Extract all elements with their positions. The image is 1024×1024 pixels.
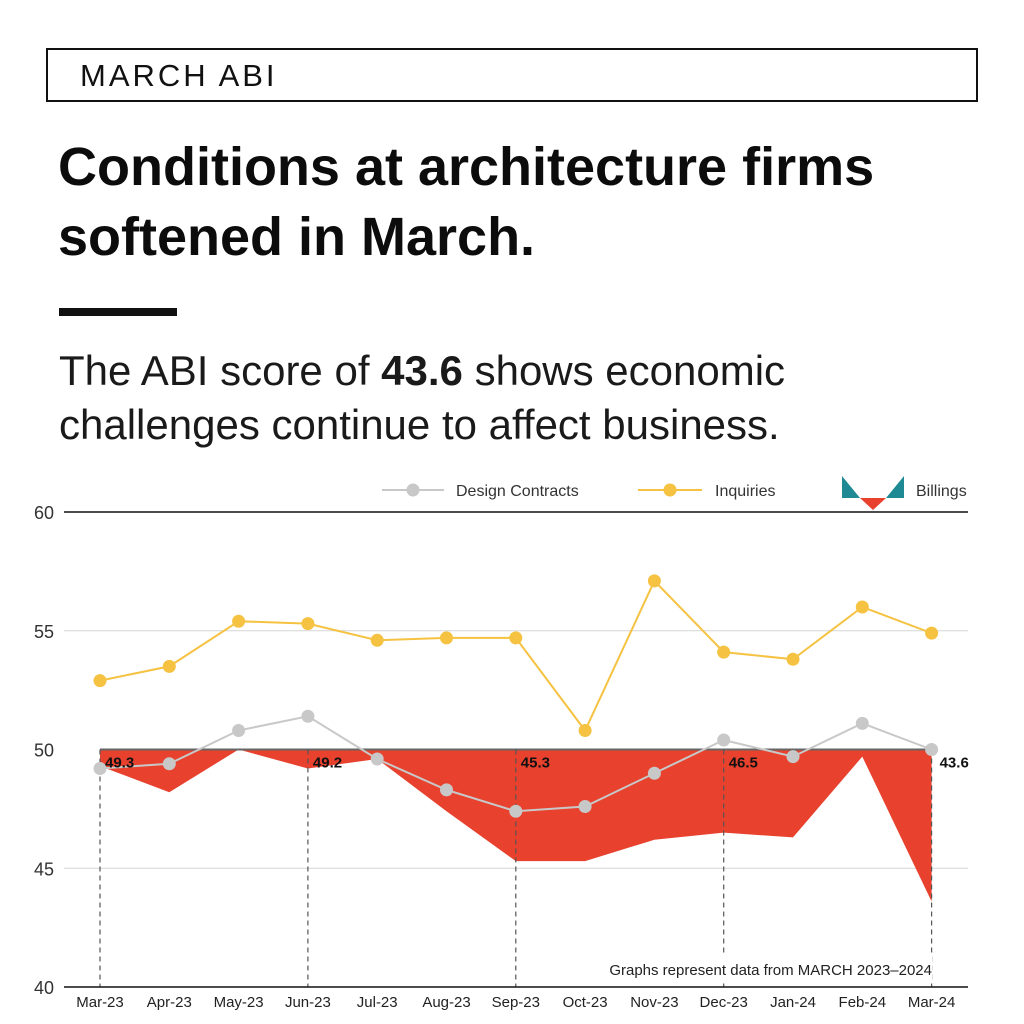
x-tick-label: Mar-24 [908, 994, 956, 1011]
x-tick-label: Jun-23 [285, 994, 331, 1011]
y-tick-label: 55 [34, 622, 54, 642]
design-contracts-point-Aug-23 [440, 783, 453, 797]
inquiries-point-Dec-23 [717, 645, 731, 659]
subhead-before: The ABI score of [59, 347, 382, 394]
inquiries-point-Nov-23 [647, 574, 661, 588]
y-tick-label: 50 [34, 741, 54, 761]
inquiries-point-Feb-24 [855, 600, 869, 614]
design-contracts-point-Apr-23 [162, 757, 176, 771]
x-tick-label: Jan-24 [770, 994, 816, 1011]
legend-inquiries-label: Inquiries [715, 483, 775, 500]
design-contracts-point-Sep-23 [509, 804, 523, 818]
legend-billings-icon-left [842, 476, 860, 498]
kicker: MARCH ABI [80, 58, 278, 93]
billings-data-label: 49.3 [105, 755, 134, 772]
inquiries-point-Oct-23 [578, 724, 592, 737]
design-contracts-point-Jul-23 [370, 752, 384, 766]
legend-design-contracts-label: Design Contracts [456, 483, 579, 500]
design-contracts-point-Mar-24 [925, 743, 939, 756]
x-tick-label: Jul-23 [357, 994, 398, 1011]
legend-inquiries-marker [663, 483, 677, 497]
x-tick-label: Aug-23 [422, 994, 470, 1011]
legend-billings-icon-right [886, 476, 904, 498]
inquiries-point-Apr-23 [162, 659, 176, 673]
design-contracts-point-May-23 [232, 724, 246, 737]
headline: Conditions at architecture firms softene… [58, 137, 875, 267]
x-tick-label: Dec-23 [700, 994, 748, 1011]
billings-data-label: 46.5 [729, 755, 758, 772]
x-tick-label: Apr-23 [147, 994, 192, 1011]
legend-billings-icon-center [860, 498, 886, 510]
design-contracts-point-Feb-24 [855, 716, 869, 730]
design-contracts-point-Jun-23 [301, 709, 315, 723]
design-contracts-point-Dec-23 [717, 733, 731, 747]
inquiries-point-Jun-23 [301, 617, 315, 631]
inquiries-point-Jan-24 [786, 652, 800, 666]
x-tick-label: Sep-23 [492, 994, 540, 1011]
design-contracts-point-Oct-23 [578, 800, 592, 813]
y-tick-label: 40 [34, 978, 54, 998]
x-tick-label: May-23 [214, 994, 264, 1011]
inquiries-point-Aug-23 [440, 631, 453, 645]
billings-data-label: 43.6 [940, 755, 969, 772]
kicker-box: MARCH ABI [46, 48, 978, 102]
chart-note: Graphs represent data from MARCH 2023–20… [609, 962, 932, 979]
billings-data-label: 49.2 [313, 755, 342, 772]
inquiries-line [99, 579, 932, 733]
design-contracts-point-Jan-24 [786, 750, 800, 764]
inquiries-point-Jul-23 [370, 633, 384, 647]
design-contracts-point-Nov-23 [647, 766, 661, 780]
inquiries-point-May-23 [232, 614, 246, 628]
x-tick-label: Feb-24 [839, 994, 887, 1011]
billings-data-label: 45.3 [521, 755, 550, 772]
legend-billings-label: Billings [916, 483, 967, 500]
subhead-after: shows economic challenges continue to af… [59, 347, 786, 448]
x-tick-label: Nov-23 [630, 994, 678, 1011]
x-tick-label: Oct-23 [563, 994, 608, 1011]
x-tick-label: Mar-23 [76, 994, 124, 1011]
design-contracts-point-Mar-23 [93, 762, 107, 775]
inquiries-point-Mar-23 [93, 674, 107, 688]
y-tick-label: 45 [34, 859, 54, 879]
subhead: The ABI score of 43.6 shows economic cha… [59, 344, 979, 452]
subhead-value: 43.6 [381, 347, 463, 394]
note-background [552, 955, 932, 981]
divider-rule [59, 308, 177, 316]
inquiries-point-Sep-23 [509, 631, 523, 645]
y-tick-label: 60 [34, 503, 54, 523]
inquiries-point-Mar-24 [925, 626, 939, 640]
legend-design-contracts-marker [406, 483, 420, 497]
